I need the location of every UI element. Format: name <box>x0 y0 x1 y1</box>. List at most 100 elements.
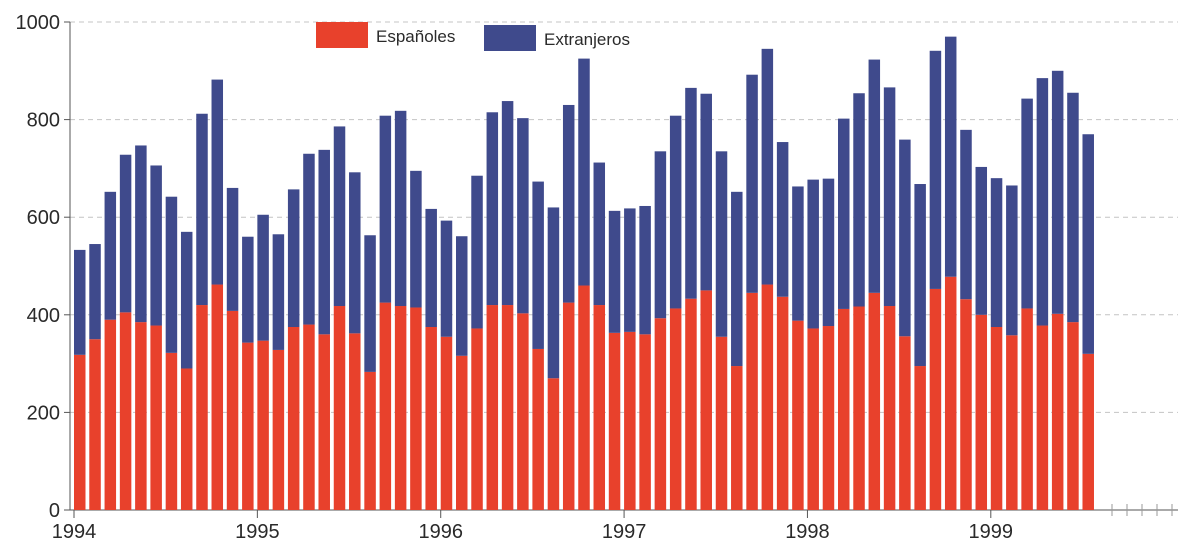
bar-espanoles <box>394 306 407 510</box>
bar-espanoles <box>486 305 499 510</box>
bar-espanoles <box>196 305 208 510</box>
bar-extranjeros <box>960 129 972 300</box>
bar-extranjeros <box>1006 185 1018 336</box>
bar-espanoles <box>226 310 239 510</box>
bar-extranjeros <box>486 112 499 306</box>
bar-extranjeros <box>1036 78 1049 326</box>
x-tick-label: 1994 <box>52 521 97 543</box>
bar-espanoles <box>838 308 850 510</box>
bar-espanoles <box>135 322 147 510</box>
bar-espanoles <box>287 327 300 510</box>
bar-espanoles <box>639 334 651 510</box>
bar-extranjeros <box>944 36 957 277</box>
bar-extranjeros <box>165 196 178 353</box>
bar-espanoles <box>517 313 529 510</box>
bar-espanoles <box>562 302 575 510</box>
bar-espanoles <box>364 371 376 510</box>
bar-espanoles <box>333 306 346 510</box>
bar-extranjeros <box>349 172 361 334</box>
bar-extranjeros <box>639 205 651 335</box>
legend-label-extranjeros: Extranjeros <box>544 30 630 49</box>
bar-extranjeros <box>119 154 132 313</box>
bar-extranjeros <box>1051 70 1064 314</box>
bar-extranjeros <box>456 236 468 356</box>
bar-extranjeros <box>303 153 315 325</box>
bar-espanoles <box>975 314 988 510</box>
bar-extranjeros <box>929 50 942 289</box>
bar-espanoles <box>929 288 942 510</box>
bar-espanoles <box>593 305 606 510</box>
bar-extranjeros <box>1067 92 1079 323</box>
bar-espanoles <box>776 296 789 510</box>
bar-extranjeros <box>776 142 789 297</box>
bar-extranjeros <box>624 208 636 332</box>
bar-extranjeros <box>471 175 483 329</box>
bar-espanoles <box>761 284 774 510</box>
bar-espanoles <box>150 325 162 510</box>
bar-extranjeros <box>104 191 117 320</box>
bar-extranjeros <box>578 58 590 286</box>
bar-extranjeros <box>700 93 712 291</box>
x-tick-label: 1998 <box>785 521 830 543</box>
bar-extranjeros <box>746 74 758 293</box>
bar-espanoles <box>165 352 178 510</box>
bar-espanoles <box>547 378 560 510</box>
bar-extranjeros <box>532 181 544 349</box>
bar-extranjeros <box>669 115 682 309</box>
y-tick-label: 800 <box>27 110 60 132</box>
bar-espanoles <box>624 331 636 510</box>
y-tick-label: 600 <box>27 207 60 229</box>
bar-extranjeros <box>135 145 147 323</box>
x-tick-label: 1999 <box>969 521 1014 543</box>
bar-espanoles <box>960 299 972 510</box>
bar-extranjeros <box>410 170 422 308</box>
bar-espanoles <box>1021 308 1033 510</box>
y-tick-label: 200 <box>27 402 60 424</box>
bar-extranjeros <box>899 139 911 337</box>
bar-extranjeros <box>593 162 606 306</box>
bar-espanoles <box>104 319 117 510</box>
bar-extranjeros <box>1021 98 1033 309</box>
y-tick-label: 400 <box>27 305 60 327</box>
bar-espanoles <box>425 327 437 510</box>
bar-extranjeros <box>211 79 224 285</box>
bars <box>74 36 1094 510</box>
bar-extranjeros <box>501 101 514 306</box>
y-tick-label: 0 <box>49 500 60 522</box>
bar-espanoles <box>74 354 86 510</box>
bar-extranjeros <box>731 191 743 367</box>
bar-extranjeros <box>379 115 392 303</box>
legend-label-espanoles: Españoles <box>376 27 455 46</box>
bar-extranjeros <box>608 210 621 333</box>
bar-espanoles <box>731 366 743 510</box>
legend: Españoles Extranjeros <box>316 22 630 51</box>
bar-extranjeros <box>333 126 346 307</box>
bar-extranjeros <box>150 165 162 326</box>
bar-espanoles <box>318 334 330 510</box>
bar-extranjeros <box>715 151 728 337</box>
bar-espanoles <box>990 327 1003 510</box>
bar-extranjeros <box>914 184 926 367</box>
bar-espanoles <box>608 332 621 510</box>
bar-espanoles <box>944 276 957 510</box>
bar-extranjeros <box>364 235 376 372</box>
x-tick-label: 1996 <box>418 521 463 543</box>
legend-swatch-espanoles <box>316 22 368 48</box>
bar-extranjeros <box>838 118 850 309</box>
bar-espanoles <box>180 368 193 510</box>
bar-extranjeros <box>440 220 453 337</box>
bar-extranjeros <box>517 118 529 314</box>
bar-espanoles <box>669 308 682 510</box>
bar-espanoles <box>303 324 315 510</box>
bar-espanoles <box>715 336 728 510</box>
bar-espanoles <box>1082 353 1094 510</box>
bar-extranjeros <box>226 187 239 311</box>
y-tick-label: 1000 <box>16 12 61 34</box>
bar-extranjeros <box>685 87 697 299</box>
bar-extranjeros <box>975 166 988 315</box>
bar-espanoles <box>1036 325 1049 510</box>
bar-extranjeros <box>272 234 285 350</box>
grid-lines <box>70 21 1178 413</box>
bar-espanoles <box>1006 335 1018 510</box>
